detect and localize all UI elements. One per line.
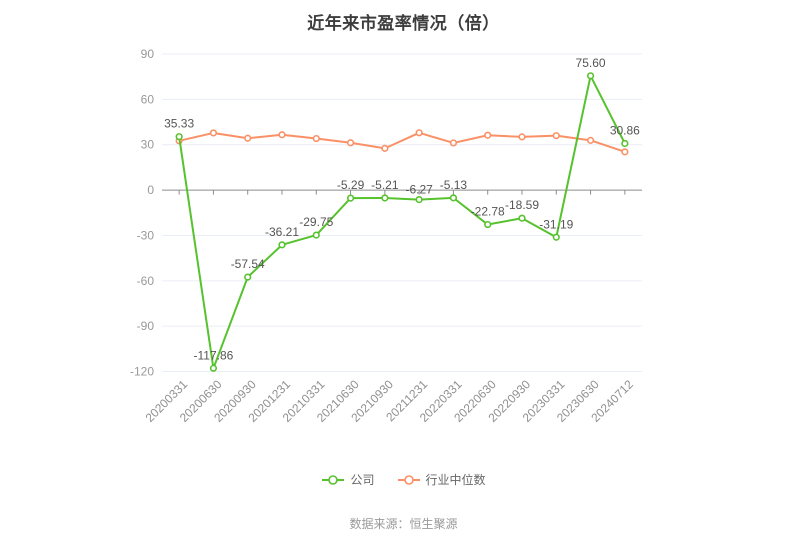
svg-text:-31.19: -31.19 xyxy=(539,217,573,231)
svg-text:-90: -90 xyxy=(137,319,155,333)
industry-median-series-marker-icon xyxy=(397,474,420,485)
company-series-marker-icon xyxy=(322,474,345,485)
svg-text:-6.27: -6.27 xyxy=(405,183,433,197)
svg-text:-29.75: -29.75 xyxy=(299,215,333,229)
svg-text:0: 0 xyxy=(147,183,154,197)
legend-label-company: 公司 xyxy=(350,473,375,487)
svg-text:-5.21: -5.21 xyxy=(371,178,399,192)
svg-text:-36.21: -36.21 xyxy=(265,225,299,239)
svg-text:30: 30 xyxy=(141,138,155,152)
svg-text:-120: -120 xyxy=(130,365,154,379)
legend-item-company[interactable]: 公司 xyxy=(321,471,375,488)
svg-text:30.86: 30.86 xyxy=(610,123,640,137)
svg-text:35.33: 35.33 xyxy=(164,117,194,131)
legend-label-industry-median: 行业中位数 xyxy=(425,473,486,487)
svg-text:-117.86: -117.86 xyxy=(194,348,234,362)
chart-title: 近年来市盈率情况（倍） xyxy=(307,14,500,33)
svg-text:-5.13: -5.13 xyxy=(440,178,468,192)
svg-text:-60: -60 xyxy=(137,274,155,288)
legend-item-industry-median[interactable]: 行业中位数 xyxy=(397,471,486,488)
svg-text:-5.29: -5.29 xyxy=(337,178,365,192)
svg-text:-30: -30 xyxy=(137,228,155,242)
data-source-caption: 数据来源：恒生聚源 xyxy=(349,517,458,531)
svg-text:90: 90 xyxy=(141,47,155,61)
svg-text:75.60: 75.60 xyxy=(576,56,606,70)
legend: 公司 行业中位数 xyxy=(0,471,807,488)
svg-text:60: 60 xyxy=(141,92,155,106)
svg-text:-22.78: -22.78 xyxy=(471,205,505,219)
svg-text:-18.59: -18.59 xyxy=(505,198,539,212)
svg-text:-57.54: -57.54 xyxy=(231,257,265,271)
